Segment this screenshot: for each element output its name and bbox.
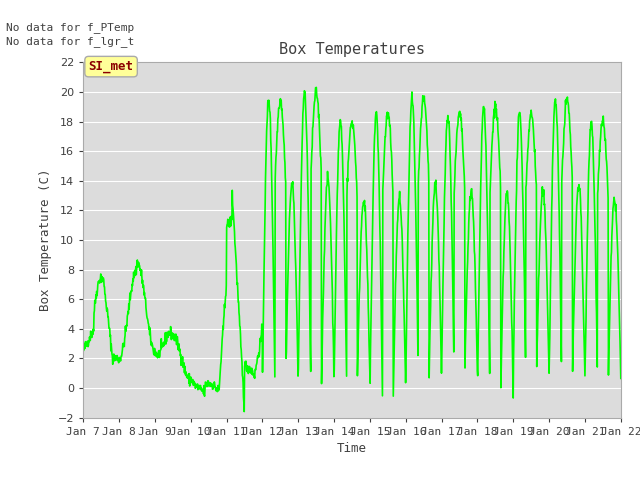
Legend: Tower Air T: Tower Air T [288,477,416,480]
X-axis label: Time: Time [337,442,367,455]
Text: No data for f_lgr_t: No data for f_lgr_t [6,36,134,47]
Text: SI_met: SI_met [88,60,134,73]
Title: Box Temperatures: Box Temperatures [279,42,425,57]
Y-axis label: Box Temperature (C): Box Temperature (C) [39,169,52,311]
Text: No data for f_PTemp: No data for f_PTemp [6,22,134,33]
